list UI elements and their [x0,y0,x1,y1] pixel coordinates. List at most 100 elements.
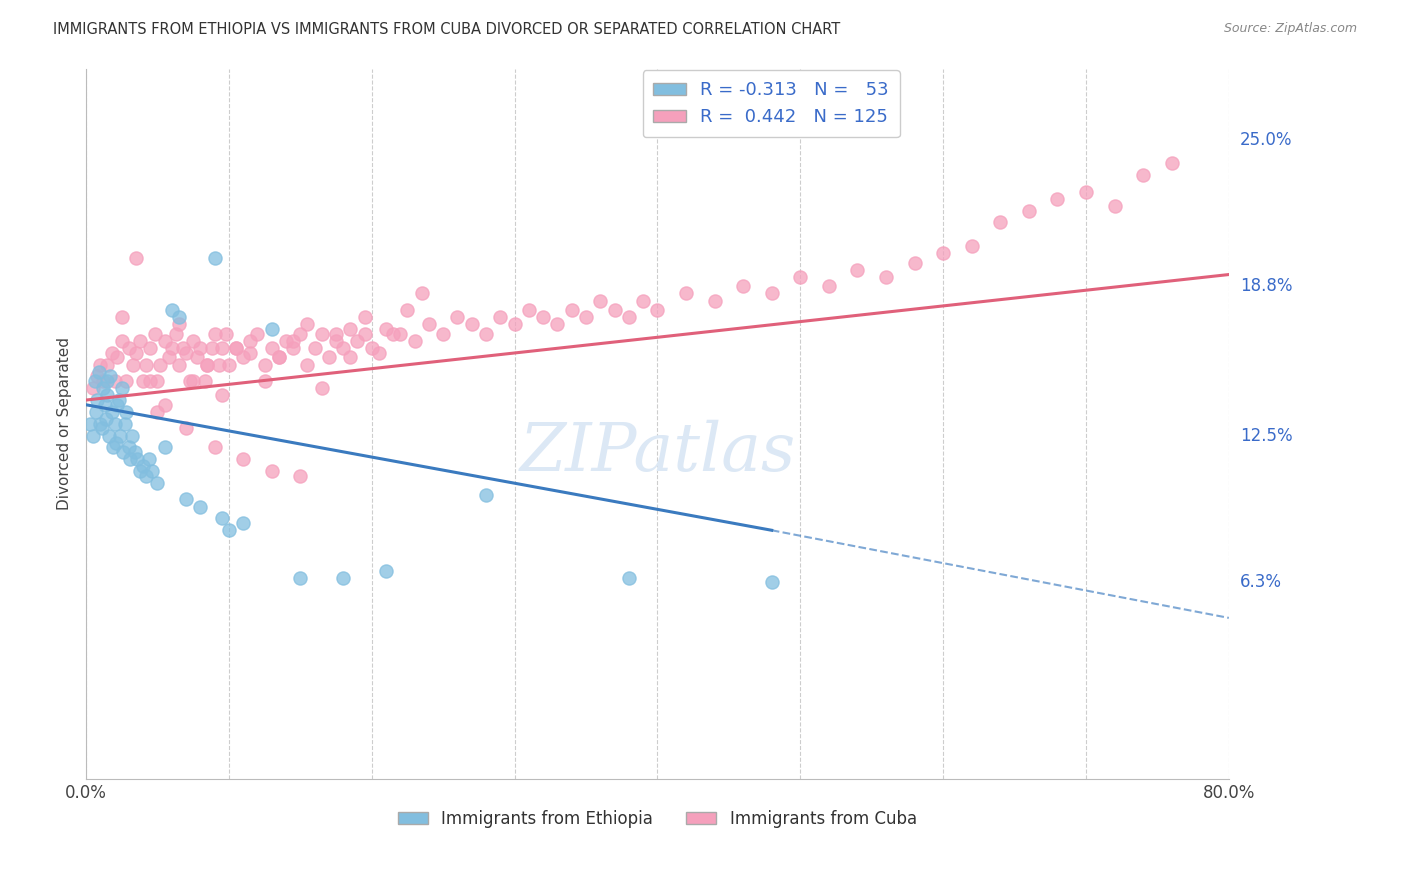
Point [135,358,157,372]
Point [274,334,297,348]
Point [208,358,231,372]
Point [172,341,194,355]
Point [789,269,811,284]
Point [115,374,138,388]
Point [225,341,247,355]
Point [79,417,101,431]
Point [115,405,138,419]
Point [91,381,114,395]
Point [181,374,204,388]
Point [188,341,211,355]
Point [188,500,211,514]
Point [129,334,152,348]
Point [253,374,276,388]
Point [111,334,134,348]
Point [201,341,224,355]
Point [124,445,146,459]
Point [104,374,127,388]
Point [703,293,725,308]
Point [903,256,925,270]
Point [112,445,135,459]
Point [165,326,187,341]
Point [101,405,124,419]
Point [96,388,118,402]
Point [960,239,983,253]
Point [181,334,204,348]
Point [675,286,697,301]
Point [132,374,155,388]
Point [246,326,269,341]
Point [283,334,305,348]
Point [517,303,540,318]
Point [411,286,433,301]
Point [111,310,134,325]
Point [125,251,148,265]
Point [290,468,312,483]
Point [153,398,176,412]
Point [146,374,169,388]
Point [260,322,283,336]
Point [125,345,148,359]
Point [1104,199,1126,213]
Point [988,215,1011,229]
Point [204,441,226,455]
Point [84,405,107,419]
Point [367,345,389,359]
Point [339,322,361,336]
Point [96,374,118,388]
Point [98,369,121,384]
Point [1018,203,1040,218]
Point [120,452,142,467]
Point [83,374,105,388]
Point [91,374,114,388]
Point [232,351,254,365]
Point [121,428,143,442]
Point [139,341,162,355]
Point [932,246,955,260]
Point [267,351,290,365]
Point [297,318,319,332]
Point [561,303,583,318]
Point [143,326,166,341]
Point [118,341,141,355]
Point [617,310,640,325]
Point [283,341,305,355]
Point [1132,168,1154,182]
Point [167,358,190,372]
Text: 12.5%: 12.5% [1240,426,1292,444]
Point [138,452,160,467]
Point [107,398,129,412]
Point [111,381,134,395]
Point [360,341,382,355]
Point [297,358,319,372]
Point [531,310,554,325]
Point [475,326,498,341]
Point [197,358,219,372]
Point [107,351,129,365]
Point [96,358,118,372]
Point [160,303,183,318]
Point [253,358,276,372]
Point [432,326,454,341]
Point [122,358,145,372]
Point [105,435,128,450]
Point [89,417,111,431]
Point [167,318,190,332]
Point [475,488,498,502]
Point [204,251,226,265]
Point [93,398,115,412]
Text: 25.0%: 25.0% [1240,130,1292,149]
Point [631,293,654,308]
Point [761,575,783,590]
Point [153,441,176,455]
Point [194,374,217,388]
Point [186,351,208,365]
Point [179,374,201,388]
Point [160,341,183,355]
Point [875,269,897,284]
Point [389,326,412,341]
Point [575,310,598,325]
Point [146,475,169,490]
Legend: Immigrants from Ethiopia, Immigrants from Cuba: Immigrants from Ethiopia, Immigrants fro… [391,803,924,835]
Point [149,358,172,372]
